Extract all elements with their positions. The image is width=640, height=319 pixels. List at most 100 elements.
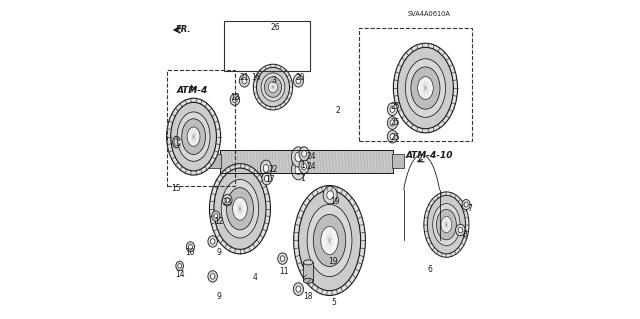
Text: 16: 16 bbox=[251, 73, 260, 82]
Ellipse shape bbox=[418, 77, 433, 100]
Ellipse shape bbox=[296, 78, 301, 84]
Ellipse shape bbox=[166, 98, 221, 175]
Text: 25: 25 bbox=[391, 102, 401, 111]
Ellipse shape bbox=[295, 152, 301, 162]
Text: ATM-4-10: ATM-4-10 bbox=[406, 151, 453, 160]
Ellipse shape bbox=[187, 127, 200, 146]
Text: 24: 24 bbox=[307, 162, 316, 171]
Ellipse shape bbox=[298, 190, 361, 291]
Ellipse shape bbox=[307, 204, 352, 277]
Text: 20: 20 bbox=[296, 73, 305, 82]
Ellipse shape bbox=[441, 216, 452, 233]
Ellipse shape bbox=[261, 73, 285, 101]
Ellipse shape bbox=[186, 242, 195, 252]
Ellipse shape bbox=[390, 120, 395, 126]
Bar bbox=[167, 70, 235, 186]
Ellipse shape bbox=[211, 239, 215, 244]
Ellipse shape bbox=[223, 195, 232, 206]
Ellipse shape bbox=[390, 134, 395, 140]
Ellipse shape bbox=[323, 186, 337, 204]
Ellipse shape bbox=[278, 253, 287, 264]
Ellipse shape bbox=[456, 224, 465, 236]
Ellipse shape bbox=[424, 192, 469, 257]
Ellipse shape bbox=[212, 211, 220, 221]
Ellipse shape bbox=[182, 119, 205, 154]
Text: 3: 3 bbox=[271, 76, 276, 85]
Text: 9: 9 bbox=[216, 248, 221, 257]
Ellipse shape bbox=[242, 78, 247, 84]
Ellipse shape bbox=[436, 209, 456, 240]
Text: 9: 9 bbox=[216, 292, 221, 301]
Ellipse shape bbox=[188, 244, 193, 249]
Ellipse shape bbox=[293, 74, 303, 87]
Ellipse shape bbox=[221, 180, 259, 238]
Ellipse shape bbox=[301, 151, 307, 157]
Ellipse shape bbox=[264, 175, 269, 182]
Text: 17: 17 bbox=[265, 175, 275, 184]
Text: 18: 18 bbox=[303, 292, 313, 301]
Ellipse shape bbox=[214, 168, 266, 249]
Bar bbox=[392, 154, 404, 168]
Ellipse shape bbox=[295, 165, 301, 174]
Text: 1: 1 bbox=[300, 174, 305, 183]
Ellipse shape bbox=[268, 82, 278, 93]
Text: 8: 8 bbox=[462, 230, 467, 239]
Text: 14: 14 bbox=[175, 270, 184, 279]
Ellipse shape bbox=[303, 260, 313, 265]
Ellipse shape bbox=[230, 94, 239, 106]
Ellipse shape bbox=[428, 196, 465, 254]
Ellipse shape bbox=[253, 64, 292, 110]
Text: 24: 24 bbox=[307, 152, 316, 161]
Ellipse shape bbox=[171, 102, 216, 171]
Text: 7: 7 bbox=[467, 204, 472, 213]
Bar bbox=[303, 263, 313, 281]
Text: 1: 1 bbox=[300, 161, 305, 170]
Text: ATM-4: ATM-4 bbox=[177, 86, 208, 95]
Ellipse shape bbox=[411, 67, 440, 109]
Text: 23: 23 bbox=[223, 198, 232, 207]
Ellipse shape bbox=[178, 263, 182, 268]
Text: 19: 19 bbox=[330, 197, 340, 206]
Bar bbox=[359, 28, 472, 141]
Ellipse shape bbox=[293, 283, 303, 295]
Ellipse shape bbox=[177, 112, 210, 161]
Text: 4: 4 bbox=[252, 272, 257, 281]
Ellipse shape bbox=[291, 147, 305, 167]
Ellipse shape bbox=[387, 103, 397, 116]
Ellipse shape bbox=[327, 191, 333, 199]
Ellipse shape bbox=[464, 202, 468, 207]
Ellipse shape bbox=[405, 59, 445, 117]
Ellipse shape bbox=[462, 199, 470, 210]
Ellipse shape bbox=[397, 48, 453, 129]
Text: 22: 22 bbox=[268, 165, 278, 174]
Text: 26: 26 bbox=[270, 23, 280, 32]
Ellipse shape bbox=[294, 186, 365, 295]
Ellipse shape bbox=[321, 226, 339, 255]
Ellipse shape bbox=[233, 197, 247, 220]
Ellipse shape bbox=[227, 188, 253, 230]
Ellipse shape bbox=[262, 172, 271, 185]
Ellipse shape bbox=[264, 77, 282, 97]
Text: 15: 15 bbox=[172, 184, 181, 193]
Ellipse shape bbox=[280, 256, 285, 261]
Ellipse shape bbox=[208, 236, 218, 247]
Ellipse shape bbox=[303, 278, 313, 283]
Ellipse shape bbox=[225, 197, 230, 203]
Ellipse shape bbox=[263, 164, 269, 172]
Ellipse shape bbox=[296, 286, 301, 292]
Text: 5: 5 bbox=[332, 298, 337, 307]
Bar bbox=[220, 150, 393, 173]
Ellipse shape bbox=[387, 130, 397, 143]
Text: 21: 21 bbox=[239, 73, 249, 82]
Bar bbox=[224, 21, 310, 71]
Text: 10: 10 bbox=[186, 248, 195, 257]
Text: FR.: FR. bbox=[176, 26, 192, 34]
Ellipse shape bbox=[314, 214, 346, 267]
Ellipse shape bbox=[232, 97, 237, 102]
Text: SVA4A0610A: SVA4A0610A bbox=[407, 11, 450, 17]
Text: 19: 19 bbox=[328, 257, 338, 266]
Ellipse shape bbox=[299, 160, 309, 174]
Text: 2: 2 bbox=[335, 106, 340, 115]
Ellipse shape bbox=[260, 160, 272, 177]
Ellipse shape bbox=[387, 117, 397, 129]
